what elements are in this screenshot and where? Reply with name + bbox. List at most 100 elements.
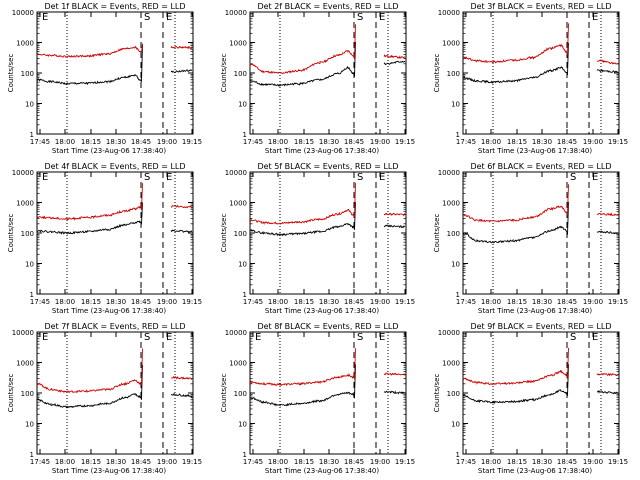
panel-2: Det 2f BLACK = Events, RED = LLD 1 10 100 10… [220,2,415,155]
x-tick-label: 18:15 [81,458,101,466]
events-series-line [249,41,406,88]
x-tick-label: 18:15 [294,298,314,306]
x-tick-label: 18:00 [268,458,288,466]
y-tick-label: 10 [25,421,34,429]
events-series-line [462,42,619,84]
x-tick-label: 19:00 [370,298,390,306]
x-tick-label: 19:00 [583,298,603,306]
plot-frame [249,11,407,135]
y-tick-label: 1000 [229,40,247,48]
y-tick-label: 10000 [438,9,460,17]
x-tick-label: 17:45 [243,138,263,146]
panel-3: Det 3f BLACK = Events, RED = LLD 1 10 100 10… [433,2,628,155]
y-tick-label: 1000 [442,360,460,368]
y-tick-label: 10000 [12,329,34,337]
x-tick-label: 18:00 [481,138,501,146]
x-axis-label: Start Time (23-Aug-06 17:38:40) [265,467,379,475]
y-tick-label: 100 [234,390,247,398]
x-tick-label: 18:30 [532,298,552,306]
y-tick-label: 10 [238,421,247,429]
x-tick-label: 17:45 [30,458,50,466]
y-tick-label: 10 [238,261,247,269]
y-tick-label: 100 [447,70,460,78]
x-tick-label: 18:45 [344,458,364,466]
plot-frame [462,11,620,135]
marker-label: E [592,12,598,23]
y-tick-label: 100 [234,230,247,238]
x-tick-label: 18:30 [532,458,552,466]
x-axis-label: Start Time (23-Aug-06 17:38:40) [52,467,166,475]
plot-frame [36,11,194,135]
x-tick-label: 18:15 [81,138,101,146]
x-tick-label: 18:00 [268,298,288,306]
x-tick-label: 18:45 [344,298,364,306]
lld-series-line [462,23,619,65]
panel-7: Det 7f BLACK = Events, RED = LLD 1 10 100 10… [7,322,202,475]
x-tick-label: 18:00 [481,458,501,466]
panel-title: Det 2f BLACK = Events, RED = LLD [257,2,398,11]
y-tick-label: 10000 [438,169,460,177]
x-tick-label: 19:00 [157,298,177,306]
x-tick-label: 18:00 [268,138,288,146]
x-tick-label: 19:15 [182,298,202,306]
marker-label: S [144,332,150,343]
marker-label: E [379,332,385,343]
events-series-line [36,202,193,235]
x-tick-label: 19:15 [395,138,415,146]
y-tick-label: 1 [243,131,247,139]
panel-title: Det 7f BLACK = Events, RED = LLD [44,322,185,331]
marker-label: S [144,12,150,23]
x-tick-label: 18:15 [507,138,527,146]
y-axis-label: Counts/sec [7,374,15,413]
lld-series-line [36,43,193,58]
panel-title: Det 4f BLACK = Events, RED = LLD [44,162,185,171]
x-tick-label: 17:45 [243,298,263,306]
marker-label: S [357,172,363,183]
panel-title: Det 1f BLACK = Events, RED = LLD [44,2,185,11]
y-axis-label: Counts/sec [433,54,441,93]
x-tick-label: 19:00 [157,138,177,146]
lld-series-line [249,24,406,75]
x-tick-label: 18:30 [319,298,339,306]
x-tick-label: 18:00 [55,458,75,466]
x-tick-label: 17:45 [456,458,476,466]
marker-label: E [255,332,261,343]
x-tick-label: 18:15 [507,298,527,306]
panel-title: Det 8f BLACK = Events, RED = LLD [257,322,398,331]
y-tick-label: 1 [243,451,247,459]
panel-title: Det 3f BLACK = Events, RED = LLD [470,2,611,11]
marker-label: E [166,12,172,23]
plot-frame [462,171,620,295]
y-tick-label: 10 [451,261,460,269]
x-axis-label: Start Time (23-Aug-06 17:38:40) [478,147,592,155]
marker-label: E [379,172,385,183]
x-tick-label: 19:15 [395,458,415,466]
x-tick-label: 17:45 [456,138,476,146]
y-tick-label: 100 [21,70,34,78]
x-tick-label: 18:45 [344,138,364,146]
x-tick-label: 19:15 [608,298,628,306]
marker-label: E [166,172,172,183]
x-tick-label: 18:15 [507,458,527,466]
marker-label: E [592,172,598,183]
y-tick-label: 10 [451,101,460,109]
x-axis-label: Start Time (23-Aug-06 17:38:40) [52,147,166,155]
events-series-line [249,364,406,407]
y-tick-label: 100 [447,390,460,398]
x-tick-label: 18:45 [131,458,151,466]
y-tick-label: 10000 [225,169,247,177]
y-tick-label: 1 [243,291,247,299]
y-tick-label: 100 [234,70,247,78]
y-axis-label: Counts/sec [7,214,15,253]
y-tick-label: 10000 [225,9,247,17]
x-tick-label: 18:45 [557,138,577,146]
x-tick-label: 18:00 [55,298,75,306]
y-axis-label: Counts/sec [433,374,441,413]
y-tick-label: 10000 [438,329,460,337]
y-tick-label: 10000 [12,169,34,177]
plot-frame [36,331,194,455]
y-tick-label: 1000 [16,360,34,368]
events-series-line [36,44,193,86]
y-tick-label: 10 [25,101,34,109]
